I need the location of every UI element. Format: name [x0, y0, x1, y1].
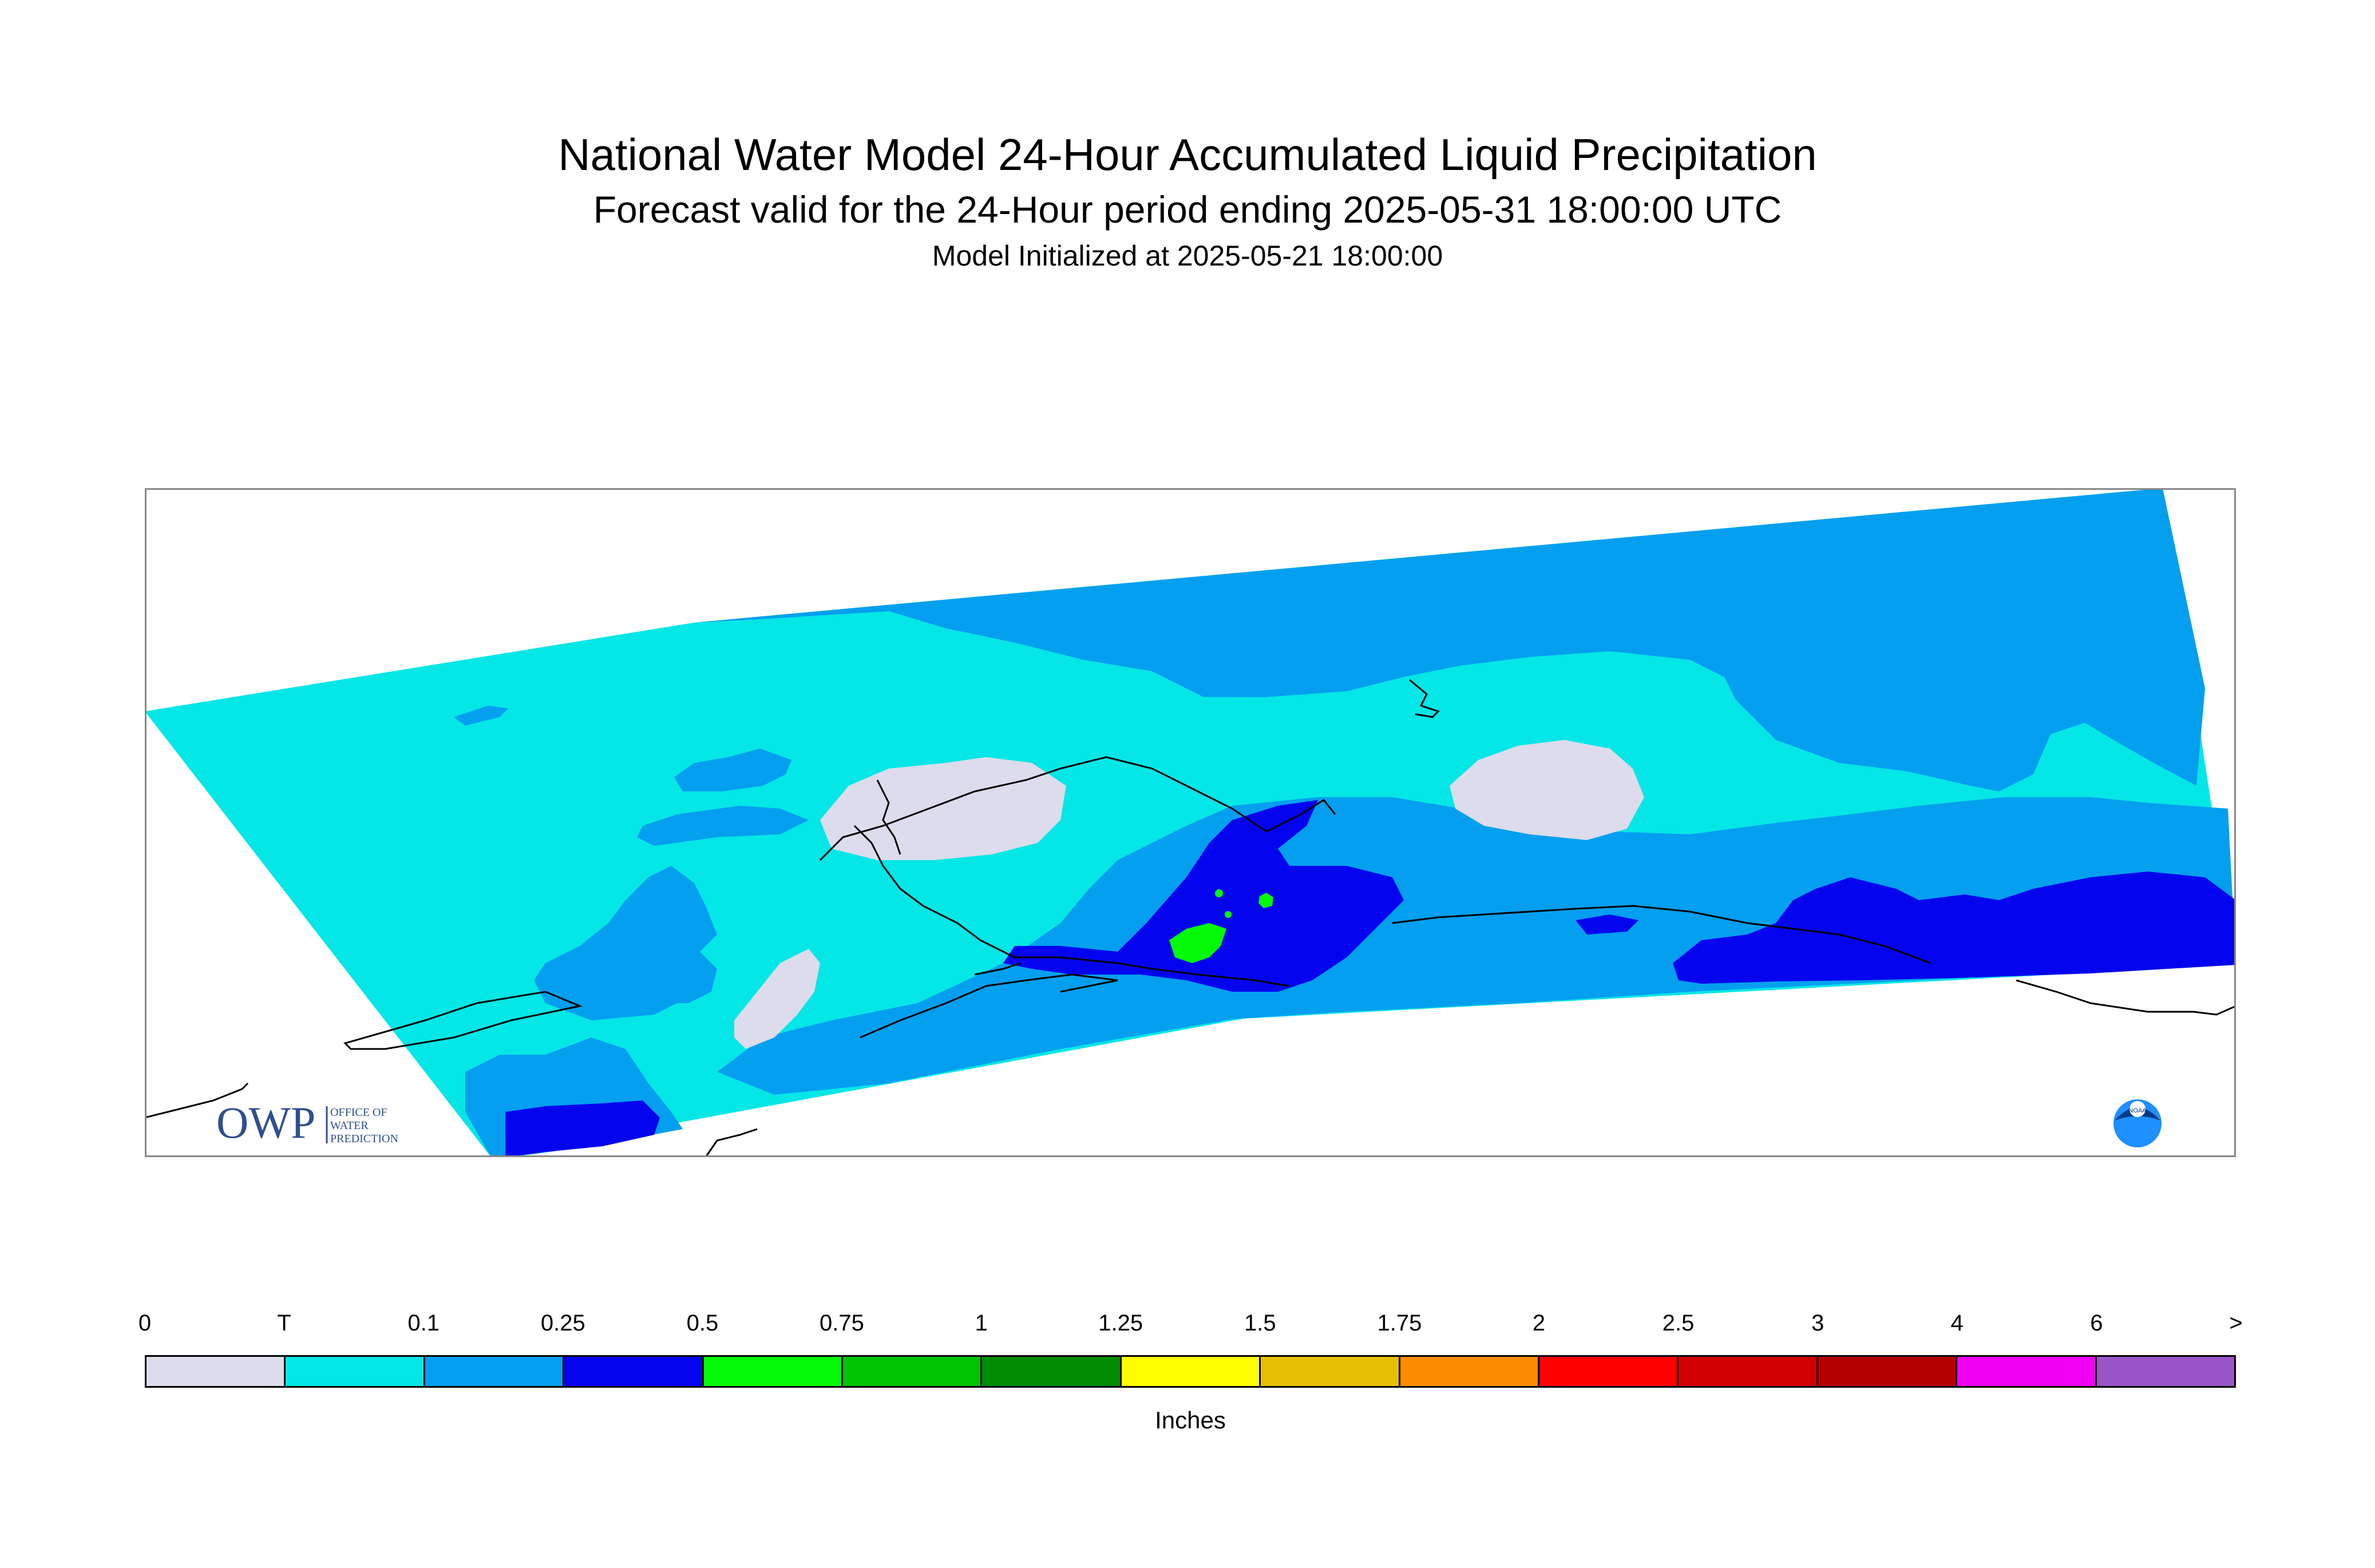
coastline-mid-islands	[974, 962, 1118, 993]
legend-tick-label: 0.25	[540, 1310, 585, 1336]
owp-logo-line1: OFFICE OF	[330, 1106, 387, 1119]
legend-swatch	[286, 1357, 425, 1386]
legend-tick-label: 1.25	[1098, 1310, 1143, 1336]
legend-swatch	[425, 1357, 565, 1386]
moderate-precip-east-band	[1673, 872, 2236, 984]
legend-swatch	[1400, 1357, 1540, 1386]
legend-bar	[145, 1355, 2236, 1388]
map-subtitle: Forecast valid for the 24-Hour period en…	[593, 188, 1782, 231]
light-precip-patch-central	[620, 940, 717, 1003]
coastline-bottom	[704, 1128, 758, 1157]
legend-swatch	[1957, 1357, 2097, 1386]
no-precip-patch-north	[1450, 740, 1644, 840]
title-block: National Water Model 24-Hour Accumulated…	[0, 127, 2375, 275]
coastline-west	[819, 756, 1336, 861]
noaa-logo-mark: NOAA	[2128, 1107, 2147, 1114]
legend-swatch	[564, 1357, 704, 1386]
heavy-precip-patch-small	[1258, 893, 1273, 908]
coastlines	[145, 679, 2236, 1157]
light-precip-south-region	[717, 797, 2236, 1095]
heavy-precip-dot-1	[1215, 889, 1223, 897]
legend-tick-label: 2	[1532, 1310, 1546, 1336]
legend-swatch	[1261, 1357, 1400, 1386]
legend-swatch	[703, 1357, 844, 1386]
precipitation-map: OWP OFFICE OF WATER PREDICTION NOAA	[145, 488, 2236, 1157]
legend-tick-label: T	[277, 1310, 291, 1336]
legend-tick-label: 0	[138, 1310, 152, 1336]
legend-tick-label: 3	[1811, 1310, 1824, 1336]
legend-tick-label: 1.5	[1244, 1310, 1276, 1336]
legend-tick-label: 6	[2090, 1310, 2103, 1336]
legend-tick-label: 4	[1950, 1310, 1964, 1336]
owp-logo: OWP OFFICE OF WATER PREDICTION	[216, 1098, 398, 1147]
noaa-logo-center	[2129, 1101, 2146, 1117]
coastline-islands-south	[860, 973, 1118, 1039]
legend-tick-label: 0.75	[820, 1310, 864, 1336]
river-line	[876, 779, 901, 855]
light-precip-patch-west-2	[637, 806, 809, 846]
legend-tick-label: 0.5	[686, 1310, 719, 1336]
coastline-sw-corner	[145, 1082, 249, 1119]
legend-tick-label: 0.1	[407, 1310, 440, 1336]
coastline-east	[1392, 905, 1931, 964]
moderate-precip-patch-mid	[1576, 914, 1638, 935]
coastline-peninsula	[853, 825, 1290, 987]
color-legend: 0 T 0.1 0.25 0.5 0.75 1 1.25 1.5 1.75 2 2.5 3 4 6 > Inc…	[138, 1310, 2243, 1434]
light-precip-patch-nw	[454, 706, 508, 726]
no-precip-patch-south	[734, 949, 820, 1049]
legend-swatch	[982, 1357, 1122, 1386]
heavy-precip-dot-2	[1225, 911, 1232, 918]
legend-swatch	[1539, 1357, 1679, 1386]
light-precip-north-region	[694, 488, 2205, 791]
owp-logo-mark: OWP	[216, 1098, 315, 1147]
coastline-north	[1409, 679, 1440, 718]
coastline-far-east	[2016, 979, 2236, 1016]
no-precip-patch-west	[820, 757, 1066, 860]
moderate-precip-patch-sw	[505, 1100, 660, 1157]
legend-tick-label: 2.5	[1662, 1310, 1695, 1336]
map-frame	[145, 488, 2236, 1157]
legend-tick-label: 1.75	[1377, 1310, 1422, 1336]
light-precip-patch-west-1	[674, 749, 791, 791]
map-title: National Water Model 24-Hour Accumulated…	[558, 129, 1817, 180]
legend-labels: 0 T 0.1 0.25 0.5 0.75 1 1.25 1.5 1.75 2 2.5 3 4 6 >	[138, 1310, 2243, 1345]
legend-swatch	[1818, 1357, 1958, 1386]
heavy-precip-patch-large	[1169, 923, 1226, 963]
moderate-precip-central-region	[1003, 800, 1404, 992]
legend-tick-label: >	[2229, 1310, 2243, 1336]
noaa-logo: NOAA	[2113, 1099, 2162, 1147]
init-time-label: Model Initialized at 2025-05-21 18:00:00	[932, 240, 1443, 272]
legend-swatch	[843, 1357, 983, 1386]
legend-swatch	[1679, 1357, 1818, 1386]
legend-units-label: Inches	[1155, 1407, 1226, 1434]
owp-logo-line3: PREDICTION	[330, 1133, 398, 1145]
legend-swatch	[2096, 1357, 2235, 1386]
owp-logo-line2: WATER	[330, 1119, 369, 1132]
legend-swatch	[1121, 1357, 1261, 1386]
legend-swatch	[147, 1357, 286, 1386]
legend-tick-label: 1	[975, 1310, 988, 1336]
coastline-sw	[343, 991, 583, 1050]
